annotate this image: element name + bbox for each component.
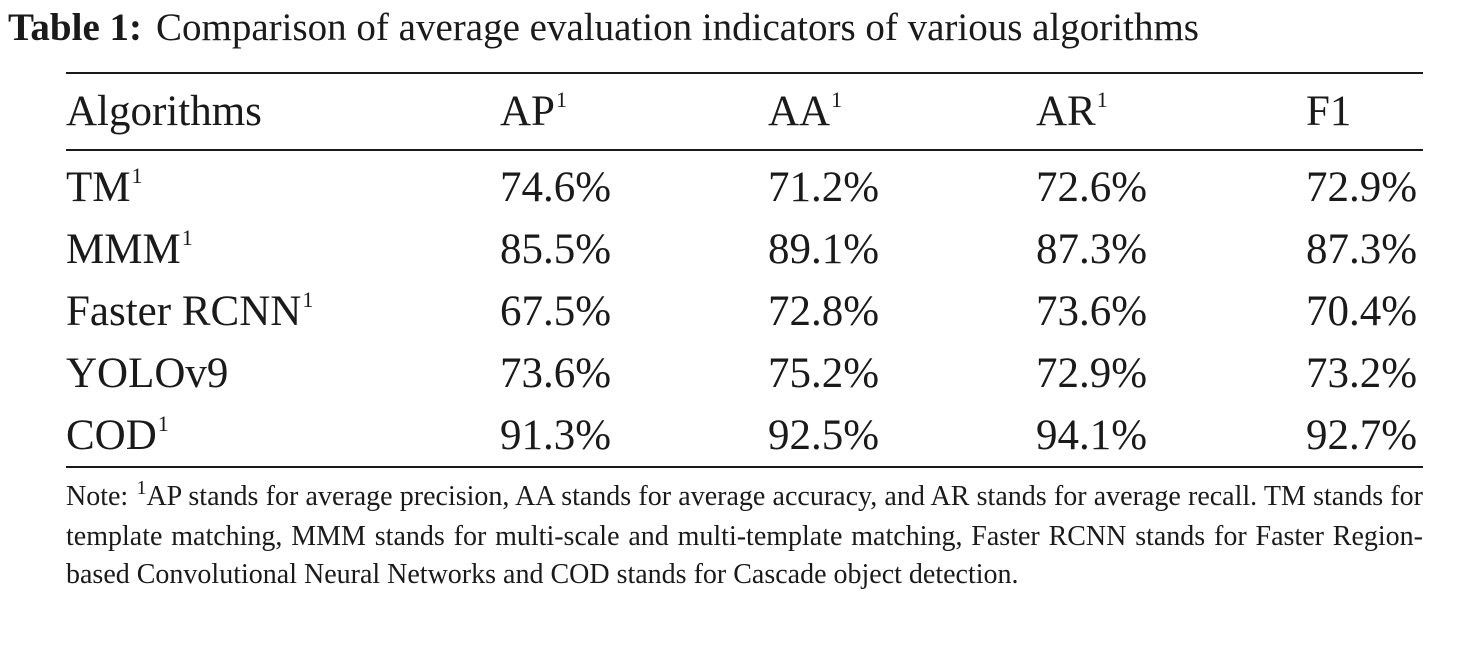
- algorithm-name: TM: [66, 164, 131, 211]
- header-cell-f1: F1: [1306, 82, 1352, 148]
- cell-f1: 70.4%: [1306, 288, 1418, 335]
- table-mid-rule: [66, 149, 1423, 151]
- row-footnote: 1: [157, 411, 169, 436]
- algorithm-name: COD: [66, 412, 157, 459]
- cell-aa: 92.5%: [768, 412, 880, 459]
- row-label: TM1: [66, 158, 143, 224]
- header-footnote: 1: [555, 87, 567, 112]
- cell-aa: 89.1%: [768, 226, 880, 273]
- cell-ap: 85.5%: [500, 226, 612, 273]
- cell-ap: 67.5%: [500, 288, 612, 335]
- row-label: Faster RCNN1: [66, 282, 313, 348]
- row-footnote: 1: [131, 163, 143, 188]
- table-top-rule: [66, 72, 1423, 74]
- cell-aa: 75.2%: [768, 350, 880, 397]
- cell-aa: 71.2%: [768, 164, 880, 211]
- cell-f1: 72.9%: [1306, 164, 1418, 211]
- header-label: AR: [1036, 88, 1096, 135]
- table-row: COD1 91.3% 92.5% 94.1% 92.7%: [66, 406, 1423, 466]
- algorithm-name: MMM: [66, 226, 181, 273]
- row-label: COD1: [66, 406, 169, 472]
- cell-ar: 72.6%: [1036, 164, 1148, 211]
- header-footnote: 1: [1096, 87, 1108, 112]
- table-bottom-rule: [66, 466, 1423, 468]
- table-caption: Table 1: Comparison of average evaluation…: [8, 4, 1199, 52]
- row-footnote: 1: [181, 225, 193, 250]
- header-cell-aa: AA1: [768, 82, 842, 148]
- cell-ar: 72.9%: [1036, 350, 1148, 397]
- header-cell-algorithms: Algorithms: [66, 82, 263, 148]
- row-label: MMM1: [66, 220, 193, 286]
- note-text: AP stands for average precision, AA stan…: [66, 481, 1423, 590]
- cell-f1: 87.3%: [1306, 226, 1418, 273]
- cell-ap: 91.3%: [500, 412, 612, 459]
- table-caption-text: Comparison of average evaluation indicat…: [156, 6, 1199, 49]
- cell-ar: 73.6%: [1036, 288, 1148, 335]
- cell-f1: 73.2%: [1306, 350, 1418, 397]
- algorithm-name: YOLOv9: [66, 350, 229, 397]
- cell-aa: 72.8%: [768, 288, 880, 335]
- cell-ap: 73.6%: [500, 350, 612, 397]
- cell-f1: 92.7%: [1306, 412, 1418, 459]
- cell-ar: 94.1%: [1036, 412, 1148, 459]
- header-cell-ap: AP1: [500, 82, 567, 148]
- note-prefix: Note:: [66, 481, 136, 512]
- cell-ar: 87.3%: [1036, 226, 1148, 273]
- header-label: AA: [768, 88, 831, 135]
- algorithm-name: Faster RCNN: [66, 288, 302, 335]
- note-footnote-marker: 1: [136, 477, 147, 499]
- table-row: Faster RCNN1 67.5% 72.8% 73.6% 70.4%: [66, 282, 1423, 342]
- row-footnote: 1: [302, 287, 314, 312]
- table-header-row: Algorithms AP1 AA1 AR1 F1: [66, 82, 1423, 142]
- cell-ap: 74.6%: [500, 164, 612, 211]
- header-cell-ar: AR1: [1036, 82, 1108, 148]
- header-label: Algorithms: [66, 88, 262, 135]
- header-label: F1: [1306, 88, 1352, 135]
- header-footnote: 1: [831, 87, 843, 112]
- row-label: YOLOv9: [66, 344, 229, 410]
- table-row: TM1 74.6% 71.2% 72.6% 72.9%: [66, 158, 1423, 218]
- table-row: MMM1 85.5% 89.1% 87.3% 87.3%: [66, 220, 1423, 280]
- table-row: YOLOv9 73.6% 75.2% 72.9% 73.2%: [66, 344, 1423, 404]
- table-note: Note: 1AP stands for average precision, …: [66, 477, 1423, 594]
- table-caption-label: Table 1:: [8, 6, 143, 49]
- header-label: AP: [500, 88, 555, 135]
